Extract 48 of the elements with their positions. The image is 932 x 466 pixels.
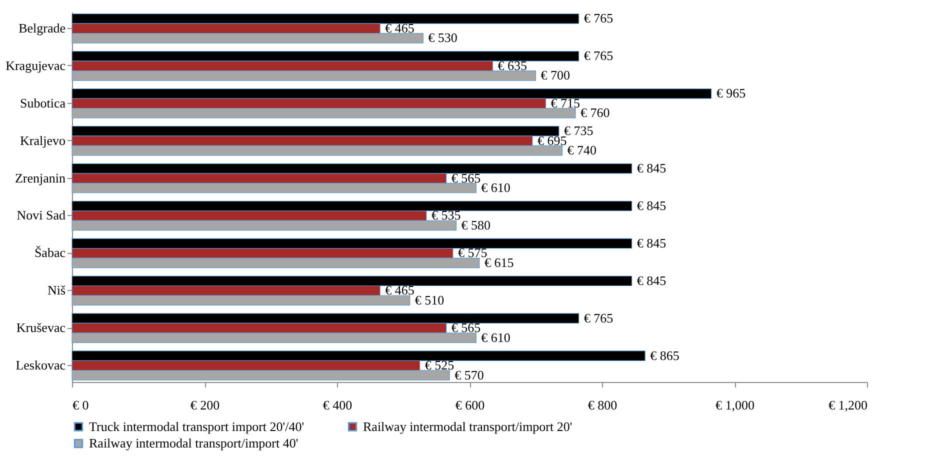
data-label: € 700 <box>540 68 570 83</box>
data-label: € 740 <box>567 142 596 158</box>
y-tick-label: Niš <box>47 282 66 298</box>
data-label: € 735 <box>564 123 594 138</box>
y-tick-label: Leskovac <box>16 358 66 373</box>
data-label: € 965 <box>716 86 746 101</box>
data-label: € 580 <box>461 217 490 232</box>
data-label: € 845 <box>636 235 666 250</box>
y-tick-label: Belgrade <box>18 20 66 36</box>
data-label: € 865 <box>650 348 680 363</box>
data-label: € 715 <box>550 95 580 110</box>
data-label: € 845 <box>636 198 666 213</box>
x-tick-label: € 200 <box>190 398 220 412</box>
x-tick-label: € 800 <box>588 398 618 412</box>
data-label: € 565 <box>451 320 481 336</box>
legend-label: Truck intermodal transport import 20'/40' <box>89 418 304 434</box>
y-tick-label: Šabac <box>34 245 66 260</box>
y-tick-label: Kragujevac <box>6 58 66 73</box>
data-label: € 610 <box>481 330 510 345</box>
x-tick-label: € 400 <box>322 398 352 412</box>
data-label: € 845 <box>636 160 666 176</box>
data-label: € 465 <box>385 20 414 36</box>
x-tick-label: € 0 <box>72 398 89 412</box>
x-tick-label: € 1,000 <box>716 398 754 412</box>
data-label: € 565 <box>451 170 481 186</box>
data-label: € 765 <box>584 310 614 326</box>
y-tick-label: Kraljevo <box>20 132 66 148</box>
data-label: € 635 <box>498 58 527 73</box>
legend-label: Railway intermodal transport/import 40' <box>89 436 298 450</box>
data-label: € 760 <box>580 105 610 120</box>
y-tick-label: Kruševac <box>16 320 66 336</box>
y-tick-label: Novi Sad <box>16 208 66 223</box>
data-label: € 575 <box>458 245 488 260</box>
x-tick-label: € 600 <box>455 398 485 412</box>
legend-label: Railway intermodal transport/import 20' <box>363 418 572 434</box>
data-label: € 465 <box>385 282 414 298</box>
data-label: € 525 <box>424 358 454 373</box>
data-label: € 570 <box>454 367 484 382</box>
data-label: € 765 <box>584 48 614 64</box>
data-label: € 845 <box>636 272 666 288</box>
x-tick-label: € 1,200 <box>828 398 868 412</box>
y-tick-label: Zrenjanin <box>14 170 66 186</box>
y-tick-label: Subotica <box>20 95 66 110</box>
data-label: € 530 <box>428 30 458 46</box>
data-label: € 535 <box>431 208 461 223</box>
data-label: € 510 <box>414 292 444 308</box>
data-label: € 610 <box>481 180 510 196</box>
data-label: € 765 <box>584 10 614 26</box>
